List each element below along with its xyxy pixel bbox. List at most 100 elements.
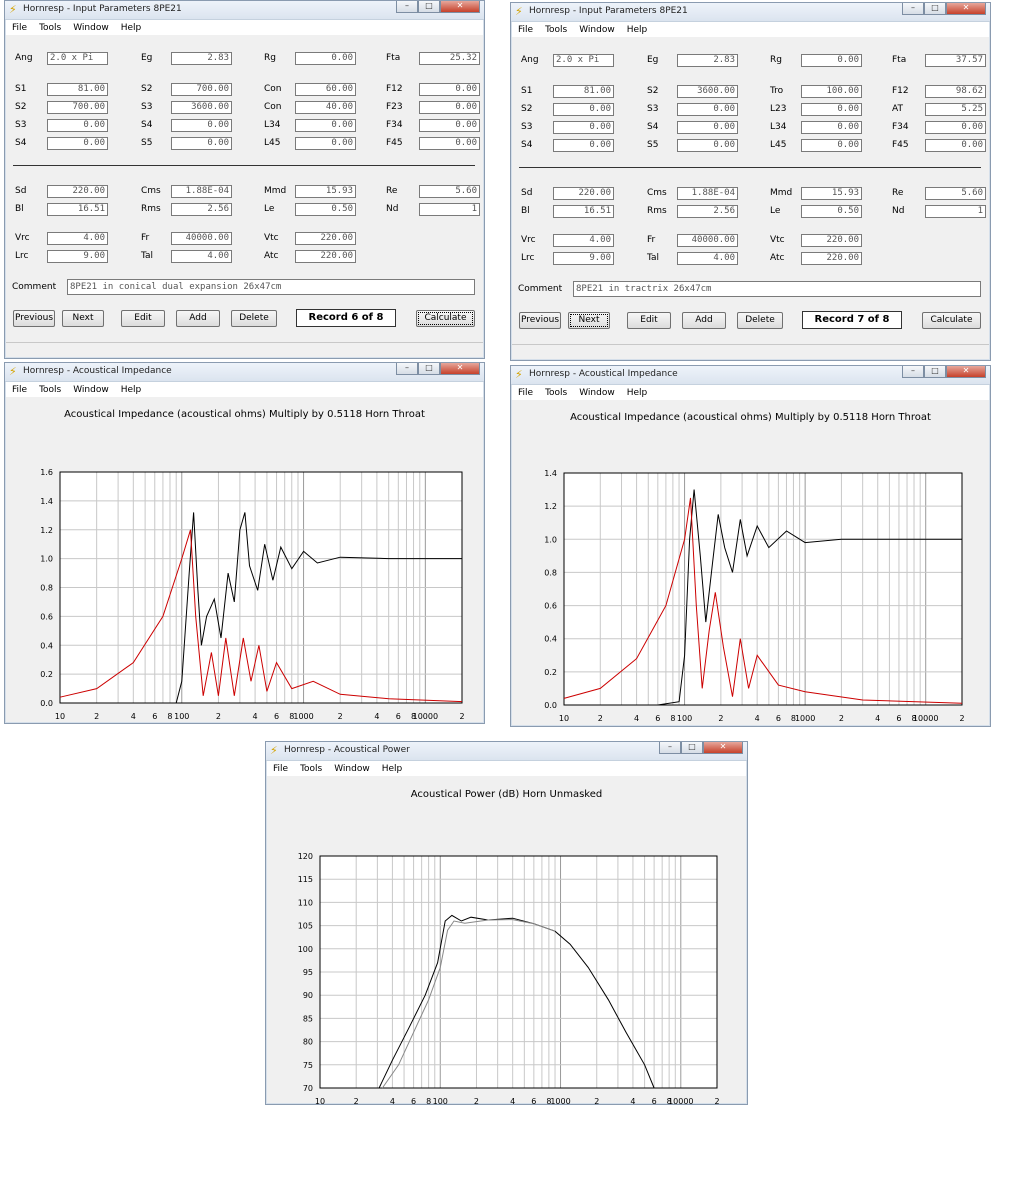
s4-field[interactable]: 0.00 [677, 121, 738, 134]
tal-field[interactable]: 4.00 [677, 252, 738, 265]
menu-tools[interactable]: Tools [39, 22, 62, 33]
sd-field[interactable]: 220.00 [47, 185, 108, 198]
close-icon[interactable]: ✕ [703, 742, 743, 754]
re-field[interactable]: 5.60 [419, 185, 480, 198]
fta-field[interactable]: 37.57 [925, 54, 986, 67]
mmd-field[interactable]: 15.93 [295, 185, 356, 198]
s4-field[interactable]: 0.00 [171, 119, 232, 132]
menu-file[interactable]: File [273, 763, 289, 774]
fta-field[interactable]: 25.32 [419, 52, 480, 65]
menu-window[interactable]: Window [579, 387, 615, 398]
rg-field[interactable]: 0.00 [295, 52, 356, 65]
fr-field[interactable]: 40000.00 [677, 234, 738, 247]
menu-window[interactable]: Window [73, 384, 109, 395]
eg-field[interactable]: 2.83 [677, 54, 738, 67]
title-bar[interactable]: ⚡ Hornresp - Acoustical Impedance – □ ✕ [5, 363, 484, 382]
vtc-field[interactable]: 220.00 [801, 234, 862, 247]
cms-field[interactable]: 1.88E-04 [171, 185, 232, 198]
re-field[interactable]: 5.60 [925, 187, 986, 200]
s5-field[interactable]: 0.00 [171, 137, 232, 150]
vtc-field[interactable]: 220.00 [295, 232, 356, 245]
at-field[interactable]: 5.25 [925, 103, 986, 116]
f12-field[interactable]: 98.62 [925, 85, 986, 98]
maximize-icon[interactable]: □ [418, 363, 440, 375]
tal-field[interactable]: 4.00 [171, 250, 232, 263]
calculate-button[interactable]: Calculate [416, 310, 475, 327]
con-field[interactable]: 40.00 [295, 101, 356, 114]
close-icon[interactable]: ✕ [440, 1, 480, 13]
mmd-field[interactable]: 15.93 [801, 187, 862, 200]
title-bar[interactable]: ⚡ Hornresp - Input Parameters 8PE21 – □ … [5, 1, 484, 20]
close-icon[interactable]: ✕ [946, 3, 986, 15]
menu-help[interactable]: Help [120, 384, 142, 395]
add-button[interactable]: Add [682, 312, 726, 329]
ang-field[interactable]: 2.0 x Pi [47, 52, 108, 65]
l45-field[interactable]: 0.00 [295, 137, 356, 150]
menu-help[interactable]: Help [381, 763, 403, 774]
edit-button[interactable]: Edit [627, 312, 671, 329]
next-button[interactable]: Next [568, 312, 610, 329]
menu-help[interactable]: Help [120, 22, 142, 33]
menu-tools[interactable]: Tools [300, 763, 323, 774]
maximize-icon[interactable]: □ [681, 742, 703, 754]
s2-field[interactable]: 3600.00 [677, 85, 738, 98]
close-icon[interactable]: ✕ [946, 366, 986, 378]
s2-field[interactable]: 0.00 [553, 103, 614, 116]
ang-field[interactable]: 2.0 x Pi [553, 54, 614, 67]
calculate-button[interactable]: Calculate [922, 312, 981, 329]
cms-field[interactable]: 1.88E-04 [677, 187, 738, 200]
edit-button[interactable]: Edit [121, 310, 165, 327]
f34-field[interactable]: 0.00 [419, 119, 480, 132]
lrc-field[interactable]: 9.00 [47, 250, 108, 263]
s3-field[interactable]: 0.00 [553, 121, 614, 134]
menu-file[interactable]: File [12, 22, 28, 33]
maximize-icon[interactable]: □ [418, 1, 440, 13]
atc-field[interactable]: 220.00 [801, 252, 862, 265]
l34-field[interactable]: 0.00 [801, 121, 862, 134]
le-field[interactable]: 0.50 [295, 203, 356, 216]
vrc-field[interactable]: 4.00 [553, 234, 614, 247]
title-bar[interactable]: ⚡ Hornresp - Acoustical Power – □ ✕ [266, 742, 747, 761]
l45-field[interactable]: 0.00 [801, 139, 862, 152]
comment-field[interactable]: 8PE21 in conical dual expansion 26x47cm [67, 279, 475, 295]
add-button[interactable]: Add [176, 310, 220, 327]
menu-help[interactable]: Help [626, 387, 648, 398]
s3-field[interactable]: 0.00 [47, 119, 108, 132]
minimize-icon[interactable]: – [902, 3, 924, 15]
menu-window[interactable]: Window [73, 22, 109, 33]
minimize-icon[interactable]: – [396, 1, 418, 13]
menu-window[interactable]: Window [334, 763, 370, 774]
s4-field[interactable]: 0.00 [47, 137, 108, 150]
f45-field[interactable]: 0.00 [419, 137, 480, 150]
minimize-icon[interactable]: – [396, 363, 418, 375]
close-icon[interactable]: ✕ [440, 363, 480, 375]
minimize-icon[interactable]: – [659, 742, 681, 754]
s2-field[interactable]: 700.00 [47, 101, 108, 114]
s3-field[interactable]: 3600.00 [171, 101, 232, 114]
menu-tools[interactable]: Tools [545, 24, 568, 35]
maximize-icon[interactable]: □ [924, 366, 946, 378]
delete-button[interactable]: Delete [737, 312, 783, 329]
vrc-field[interactable]: 4.00 [47, 232, 108, 245]
nd-field[interactable]: 1 [925, 205, 986, 218]
l23-field[interactable]: 0.00 [801, 103, 862, 116]
s1-field[interactable]: 81.00 [553, 85, 614, 98]
s4-field[interactable]: 0.00 [553, 139, 614, 152]
next-button[interactable]: Next [62, 310, 104, 327]
bl-field[interactable]: 16.51 [47, 203, 108, 216]
menu-tools[interactable]: Tools [39, 384, 62, 395]
f12-field[interactable]: 0.00 [419, 83, 480, 96]
menu-file[interactable]: File [518, 387, 534, 398]
maximize-icon[interactable]: □ [924, 3, 946, 15]
comment-field[interactable]: 8PE21 in tractrix 26x47cm [573, 281, 981, 297]
f34-field[interactable]: 0.00 [925, 121, 986, 134]
menu-file[interactable]: File [12, 384, 28, 395]
f45-field[interactable]: 0.00 [925, 139, 986, 152]
rms-field[interactable]: 2.56 [171, 203, 232, 216]
previous-button[interactable]: Previous [13, 310, 55, 327]
menu-window[interactable]: Window [579, 24, 615, 35]
sd-field[interactable]: 220.00 [553, 187, 614, 200]
atc-field[interactable]: 220.00 [295, 250, 356, 263]
le-field[interactable]: 0.50 [801, 205, 862, 218]
s5-field[interactable]: 0.00 [677, 139, 738, 152]
